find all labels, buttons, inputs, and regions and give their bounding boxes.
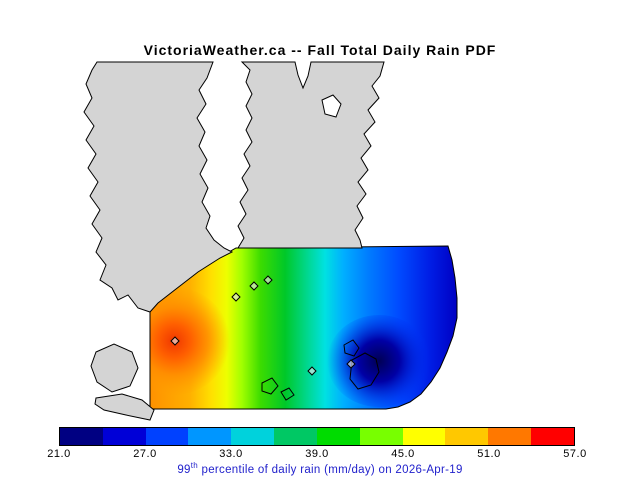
colorbar-ticks: 21.0 27.0 33.0 39.0 45.0 51.0 57.0 [0, 448, 640, 461]
station-marker-diamond [170, 336, 180, 346]
colorbar-tick-label: 57.0 [563, 448, 587, 460]
colorbar-segment [359, 428, 403, 445]
station-markers [170, 275, 356, 376]
southwest-peninsula-shape [90, 343, 139, 393]
colorbar-segment [60, 428, 103, 445]
plot-title: VictoriaWeather.ca -- Fall Total Daily R… [143, 42, 497, 58]
west-land-shape [83, 61, 234, 313]
colorbar-segment [231, 428, 275, 445]
colorbar-tick-label: 51.0 [477, 448, 501, 460]
island-outline [261, 377, 279, 395]
colorbar-segment [316, 428, 360, 445]
inlet-shape [321, 94, 342, 118]
southwest-shore-strip-shape [94, 393, 155, 421]
colorbar-segment [274, 428, 317, 445]
station-marker-diamond [307, 366, 317, 376]
caption: 99th percentile of daily rain (mm/day) o… [0, 461, 640, 476]
colorbar-segment [188, 428, 232, 445]
colorbar-tick-label: 27.0 [133, 448, 157, 460]
colorbar-segment [488, 428, 532, 445]
island-outline [343, 339, 360, 357]
station-marker-diamond [231, 292, 241, 302]
colorbar-segment [402, 428, 446, 445]
colorbar-segment [102, 428, 146, 445]
colorbar [59, 427, 575, 446]
low-rain-hotspot [327, 315, 431, 407]
station-marker-diamond [263, 275, 273, 285]
caption-rest: percentile of daily rain (mm/day) on 202… [198, 463, 463, 476]
station-marker-diamond [346, 359, 356, 369]
colorbar-tick-label: 33.0 [219, 448, 243, 460]
colorbar-tick-label: 21.0 [47, 448, 71, 460]
caption-superscript: th [190, 461, 199, 470]
center-land-shape [237, 61, 385, 249]
colorbar-segment [145, 428, 189, 445]
colorbar-tick-label: 45.0 [391, 448, 415, 460]
colorbar-tick-label: 39.0 [305, 448, 329, 460]
caption-prefix: 99 [177, 463, 191, 476]
island-outline [349, 352, 380, 390]
station-marker-diamond [249, 281, 259, 291]
island-outline [280, 387, 295, 401]
colorbar-segment [445, 428, 489, 445]
colorbar-segment [531, 428, 574, 445]
